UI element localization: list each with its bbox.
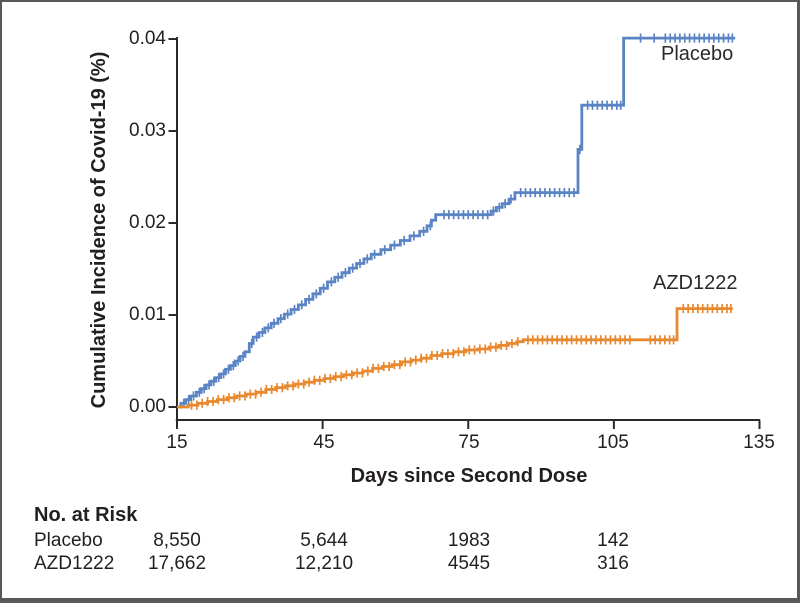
risk-cell: 12,210 [294,553,354,574]
y-tick-label: 0.04 [129,28,166,49]
risk-cell: 4545 [447,553,491,574]
risk-cell: 1983 [447,530,491,551]
x-tick-label: 105 [597,432,629,453]
risk-cell: 142 [597,530,629,551]
risk-cell: 5,644 [300,530,348,551]
y-tick-label: 0.00 [129,396,166,417]
y-tick-label: 0.02 [129,212,166,233]
risk-table-title: No. at Risk [34,504,138,526]
x-tick-label: 45 [313,432,335,453]
risk-cell: 316 [597,553,629,574]
placebo-curve-label: Placebo [661,43,734,65]
risk-row-label-placebo: Placebo [34,530,103,551]
x-tick-label: 135 [743,432,775,453]
y-tick-label: 0.03 [129,120,166,141]
y-tick-label: 0.01 [129,304,166,325]
risk-row-label-azd1222: AZD1222 [34,553,115,574]
azd1222-curve-label: AZD1222 [653,272,738,294]
x-axis-title: Days since Second Dose [350,465,588,487]
x-tick-label: 75 [458,432,480,453]
y-axis-title: Cumulative Incidence of Covid-19 (%) [88,51,110,409]
risk-cell: 8,550 [153,530,201,551]
x-tick-label: 15 [166,432,188,453]
risk-cell: 17,662 [147,553,207,574]
